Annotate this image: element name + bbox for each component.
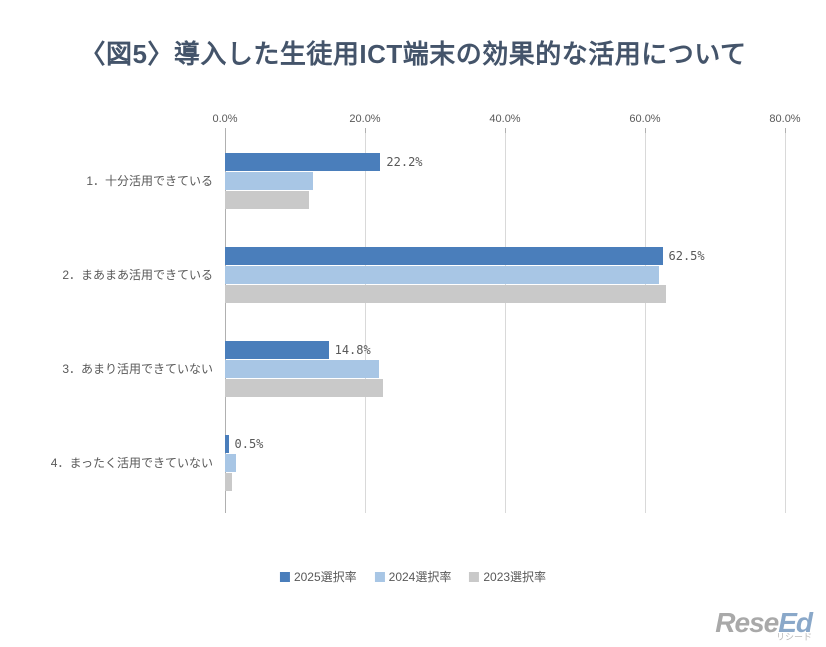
chart-bar xyxy=(225,191,309,209)
legend-label: 2024選択率 xyxy=(389,568,452,585)
chart-bar xyxy=(225,435,229,453)
chart-plot-area: 0.0%20.0%40.0%60.0%80.0%22.2%1．十分活用できている… xyxy=(225,133,785,513)
chart-bar xyxy=(225,266,659,284)
category-label: 1．十分活用できている xyxy=(86,174,213,188)
category-label: 3．あまり活用できていない xyxy=(62,362,213,376)
chart-bar xyxy=(225,379,383,397)
brand-logo-part-a: Rese xyxy=(715,607,778,638)
legend-label: 2025選択率 xyxy=(294,568,357,585)
legend-label: 2023選択率 xyxy=(483,568,546,585)
legend-item: 2024選択率 xyxy=(375,568,452,585)
x-axis-tick-label: 40.0% xyxy=(489,113,520,125)
x-axis-tick-label: 20.0% xyxy=(349,113,380,125)
bar-value-label: 14.8% xyxy=(335,341,371,359)
brand-logo: ReseEd リシード xyxy=(715,610,812,641)
bar-value-label: 62.5% xyxy=(669,247,705,265)
chart-bar xyxy=(225,341,329,359)
bar-value-label: 0.5% xyxy=(235,435,264,453)
bar-value-label: 22.2% xyxy=(386,153,422,171)
legend-swatch xyxy=(469,572,479,582)
chart-bar xyxy=(225,285,666,303)
legend-swatch xyxy=(375,572,385,582)
chart-bar xyxy=(225,473,232,491)
x-axis-tick-label: 0.0% xyxy=(212,113,237,125)
chart-title: 〈図5〉導入した生徒用ICT端末の効果的な活用について xyxy=(79,34,746,71)
legend-swatch xyxy=(280,572,290,582)
chart-bar xyxy=(225,153,380,171)
chart-bar xyxy=(225,247,663,265)
category-label: 4．まったく活用できていない xyxy=(51,456,213,470)
chart-bar xyxy=(225,454,236,472)
category-label: 2．まあまあ活用できている xyxy=(62,268,213,282)
x-axis-tick-label: 80.0% xyxy=(769,113,800,125)
chart-bar xyxy=(225,172,313,190)
legend-item: 2025選択率 xyxy=(280,568,357,585)
chart-bar xyxy=(225,360,379,378)
chart-legend: 2025選択率 2024選択率 2023選択率 xyxy=(280,568,546,585)
x-axis-tick-label: 60.0% xyxy=(629,113,660,125)
legend-item: 2023選択率 xyxy=(469,568,546,585)
